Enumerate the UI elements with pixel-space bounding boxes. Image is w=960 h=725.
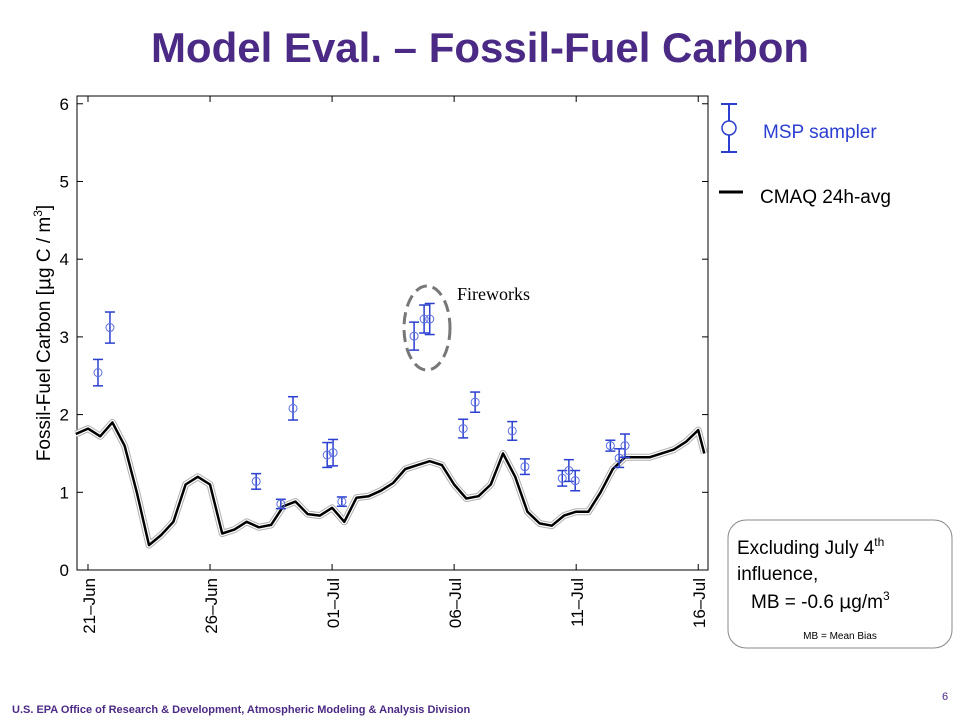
- data-point: [425, 314, 435, 324]
- error-point: [614, 448, 625, 469]
- legend-label: MSP sampler: [763, 122, 877, 143]
- annotation: Fireworks: [457, 284, 530, 304]
- data-point: [557, 473, 567, 483]
- data-point: [614, 453, 624, 463]
- data-point: [458, 424, 468, 434]
- y-axis-label: Fossil-Fuel Carbon [μg C / m3]: [31, 205, 55, 461]
- y-tick-label: 4: [60, 250, 69, 269]
- y-tick-label: 2: [60, 406, 69, 425]
- error-point: [104, 311, 115, 344]
- x-tick-label: 16–Jul: [690, 578, 709, 628]
- y-label-part: μ: [33, 278, 55, 290]
- error-point: [557, 469, 568, 487]
- note-text: influence,: [737, 564, 818, 585]
- error-point: [409, 321, 420, 351]
- data-point: [93, 368, 103, 378]
- note-part: 3: [883, 589, 890, 603]
- data-point: [470, 397, 480, 407]
- data-point: [620, 441, 630, 451]
- error-point: [275, 498, 286, 510]
- note-part: μ: [839, 591, 851, 613]
- data-point: [570, 476, 580, 486]
- y-label-part: 3: [31, 210, 45, 217]
- y-label-part: ]: [34, 205, 55, 210]
- data-point: [409, 331, 419, 341]
- error-point: [563, 458, 574, 483]
- data-point: [605, 441, 615, 451]
- error-point: [322, 441, 333, 469]
- slide-title: Model Eval. – Fossil-Fuel Carbon: [151, 24, 809, 71]
- x-tick-label: 26–Jun: [202, 578, 221, 634]
- error-point: [605, 439, 616, 452]
- note-part: th: [874, 535, 884, 549]
- data-point: [507, 426, 517, 436]
- y-label-part: g C / m: [34, 217, 55, 278]
- y-tick-label: 6: [60, 95, 69, 114]
- page-number: 6: [942, 691, 948, 703]
- line: [75, 421, 706, 547]
- data-point: [419, 314, 429, 324]
- error-point: [92, 358, 103, 387]
- y-tick-label: 1: [60, 483, 69, 502]
- legend-marker: [721, 120, 737, 136]
- note-footnote: MB = Mean Bias: [803, 631, 877, 642]
- legend-label: CMAQ 24h-avg: [760, 187, 891, 208]
- annotation-ellipse: [402, 284, 452, 372]
- x-tick-label: 06–Jul: [446, 578, 465, 628]
- data-point: [251, 476, 261, 486]
- error-point: [470, 391, 481, 414]
- data-point: [288, 403, 298, 413]
- x-tick-label: 21–Jun: [80, 578, 99, 634]
- data-point: [520, 462, 530, 472]
- note-box: [727, 519, 953, 649]
- error-point: [620, 433, 631, 459]
- y-tick-label: 0: [60, 561, 69, 580]
- plot-frame: [76, 95, 709, 571]
- error-point: [570, 469, 581, 492]
- legend: MSP sampler CMAQ 24h-avg: [719, 103, 891, 208]
- note-part: MB = -0.6: [751, 592, 839, 613]
- y-label-part: Fossil-Fuel Carbon [: [34, 289, 55, 461]
- y-tick-label: 3: [60, 328, 69, 347]
- x-tick-label: 11–Jul: [568, 578, 587, 627]
- data-point: [337, 497, 347, 507]
- error-point: [424, 302, 435, 336]
- error-point: [336, 496, 347, 508]
- data-point: [322, 450, 332, 460]
- footer: U.S. EPA Office of Research & Developmen…: [12, 704, 471, 716]
- data-point: [328, 448, 338, 458]
- error-point: [507, 420, 518, 441]
- note-part: Excluding July 4: [737, 538, 875, 559]
- data-point: [105, 323, 115, 333]
- x-tick-label: 01–Jul: [324, 578, 343, 628]
- data-point: [276, 499, 286, 509]
- note-text: Excluding July 4th: [737, 535, 884, 559]
- error-point: [288, 395, 299, 421]
- error-point: [251, 472, 262, 490]
- error-point: [458, 418, 469, 439]
- error-point: [419, 304, 430, 334]
- note-part: g/m: [851, 592, 883, 613]
- error-point: [328, 438, 339, 467]
- y-tick-label: 5: [60, 172, 69, 191]
- error-point: [519, 458, 530, 476]
- note-text: MB = -0.6 μg/m3: [751, 589, 890, 613]
